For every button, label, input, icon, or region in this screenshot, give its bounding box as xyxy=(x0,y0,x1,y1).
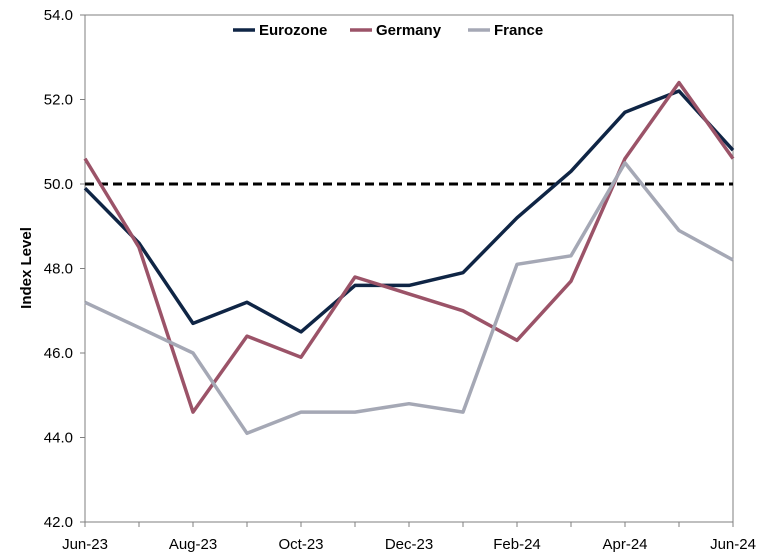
x-tick-label: Dec-23 xyxy=(385,536,433,553)
y-tick-label: 54.0 xyxy=(44,7,73,24)
y-tick-label: 44.0 xyxy=(44,430,73,447)
x-tick-label: Jun-23 xyxy=(62,536,108,553)
x-tick-label: Apr-24 xyxy=(602,536,647,553)
legend-label-germany: Germany xyxy=(376,22,442,39)
series-line-germany xyxy=(83,80,735,414)
legend: Eurozone Germany France xyxy=(233,22,543,39)
series-line-france xyxy=(84,161,734,436)
x-tick-label: Oct-23 xyxy=(278,536,323,553)
legend-label-france: France xyxy=(494,22,543,39)
y-tick-label: 42.0 xyxy=(44,514,73,531)
y-tick-label: 46.0 xyxy=(44,345,73,362)
x-tick-label: Jun-24 xyxy=(710,536,756,553)
y-axis: 42.0 44.0 46.0 48.0 50.0 52.0 54.0 xyxy=(44,7,85,531)
x-tick-label: Feb-24 xyxy=(493,536,541,553)
series-line-eurozone xyxy=(83,89,735,334)
plot-area xyxy=(84,14,734,523)
y-tick-label: 52.0 xyxy=(44,92,73,109)
y-tick-label: 50.0 xyxy=(44,176,73,193)
y-tick-label: 48.0 xyxy=(44,261,73,278)
legend-label-eurozone: Eurozone xyxy=(259,22,327,39)
y-axis-title: Index Level xyxy=(18,227,35,309)
x-axis: Jun-23 Aug-23 Oct-23 Dec-23 Feb-24 Apr-24 Jun-… xyxy=(62,522,756,553)
x-tick-label: Aug-23 xyxy=(169,536,217,553)
series-lines xyxy=(83,80,735,436)
